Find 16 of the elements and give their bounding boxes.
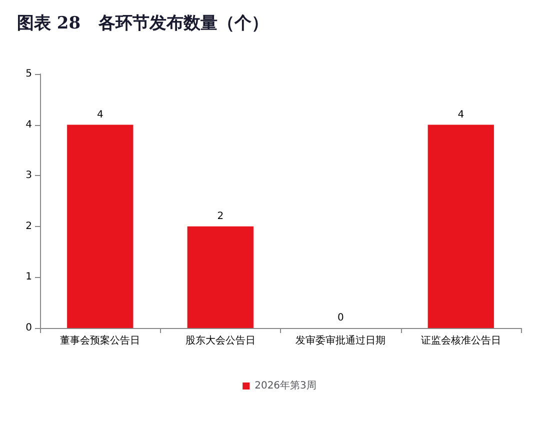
x-tick-label: 股东大会公告日 (185, 334, 256, 346)
data-label: 4 (458, 109, 464, 120)
y-tick-label: 2 (26, 220, 32, 232)
chart-title: 图表 28 各环节发布数量（个） (17, 14, 268, 34)
y-tick-label: 1 (26, 272, 32, 283)
x-tick-label: 发审委审批通过日期 (296, 334, 386, 346)
y-tick-label: 5 (26, 68, 32, 80)
data-label: 4 (96, 109, 104, 120)
x-tick-label: 证监会核准公告日 (420, 334, 501, 346)
data-label: 0 (337, 312, 344, 324)
y-tick-label: 4 (26, 119, 32, 130)
y-tick-label: 0 (26, 322, 32, 334)
y-tick-label: 3 (26, 170, 32, 182)
data-label: 2 (217, 210, 224, 222)
legend-label: 2026年第3周 (254, 380, 316, 392)
x-tick-label: 董事会预案公告日 (60, 334, 140, 346)
